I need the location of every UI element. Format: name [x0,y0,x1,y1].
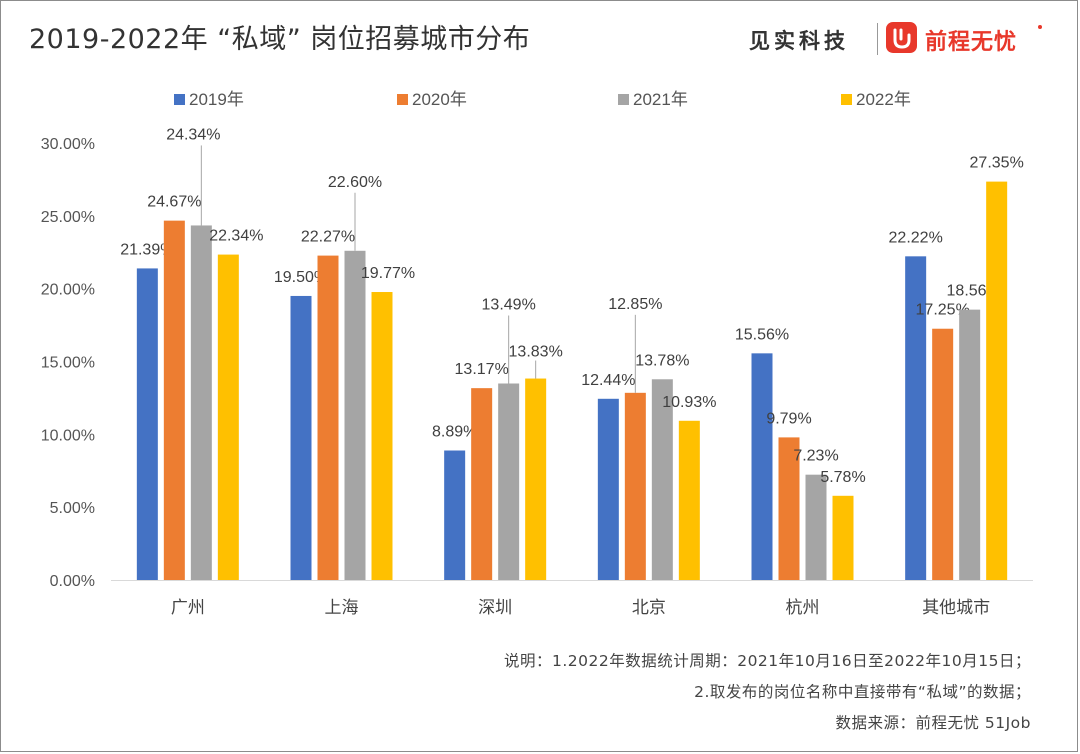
x-tick-label: 深圳 [478,598,512,618]
y-tick-label: 0.00% [50,573,95,590]
y-tick-label: 10.00% [41,427,95,444]
bar [752,353,773,580]
x-tick-label: 北京 [632,598,666,618]
bar [625,393,646,580]
note-line-1: 说明：1.2022年数据统计周期：2021年10月16日至2022年10月15日… [504,649,1031,671]
y-tick-label: 5.00% [50,500,95,517]
data-label: 5.78% [820,469,865,486]
y-tick-label: 30.00% [41,136,95,153]
bar [498,383,519,580]
bar [679,421,700,580]
data-label: 13.49% [482,296,536,313]
bar [291,296,312,580]
bar [525,379,546,580]
x-tick-label: 上海 [325,598,359,618]
data-label: 22.22% [889,229,943,246]
y-tick-label: 25.00% [41,209,95,226]
bar [471,388,492,580]
bar [959,310,980,580]
bar [598,399,619,580]
data-label: 13.78% [635,352,689,369]
x-tick-label: 其他城市 [922,598,990,618]
data-label: 27.35% [970,155,1024,172]
data-label: 15.56% [735,326,789,343]
bar [986,182,1007,580]
data-source: 数据来源：前程无忧 51Job [835,711,1031,733]
data-label: 22.60% [328,174,382,191]
data-label: 12.44% [581,372,635,389]
bar [932,329,953,580]
bar [218,255,239,580]
data-label: 13.17% [455,361,509,378]
data-label: 13.83% [509,344,563,361]
data-label: 19.77% [361,265,415,282]
data-label: 9.79% [766,410,811,427]
y-tick-label: 15.00% [41,355,95,372]
data-label: 24.34% [166,126,220,143]
bar [345,251,366,580]
x-tick-label: 广州 [171,598,205,618]
data-label: 8.89% [432,424,477,441]
data-label: 22.34% [209,228,263,245]
bar [444,451,465,580]
note-line-2: 2.取发布的岗位名称中直接带有“私域”的数据； [694,680,1031,702]
y-tick-label: 20.00% [41,282,95,299]
data-label: 12.85% [608,296,662,313]
bar [137,268,158,580]
data-label: 10.93% [662,394,716,411]
bar [833,496,854,580]
bar [164,221,185,580]
bar [372,292,393,580]
bar [191,225,212,580]
bar [806,475,827,580]
data-label: 24.67% [147,194,201,211]
bar [318,256,339,580]
x-tick-label: 杭州 [786,598,820,618]
data-label: 22.27% [301,229,355,246]
data-label: 7.23% [793,448,838,465]
